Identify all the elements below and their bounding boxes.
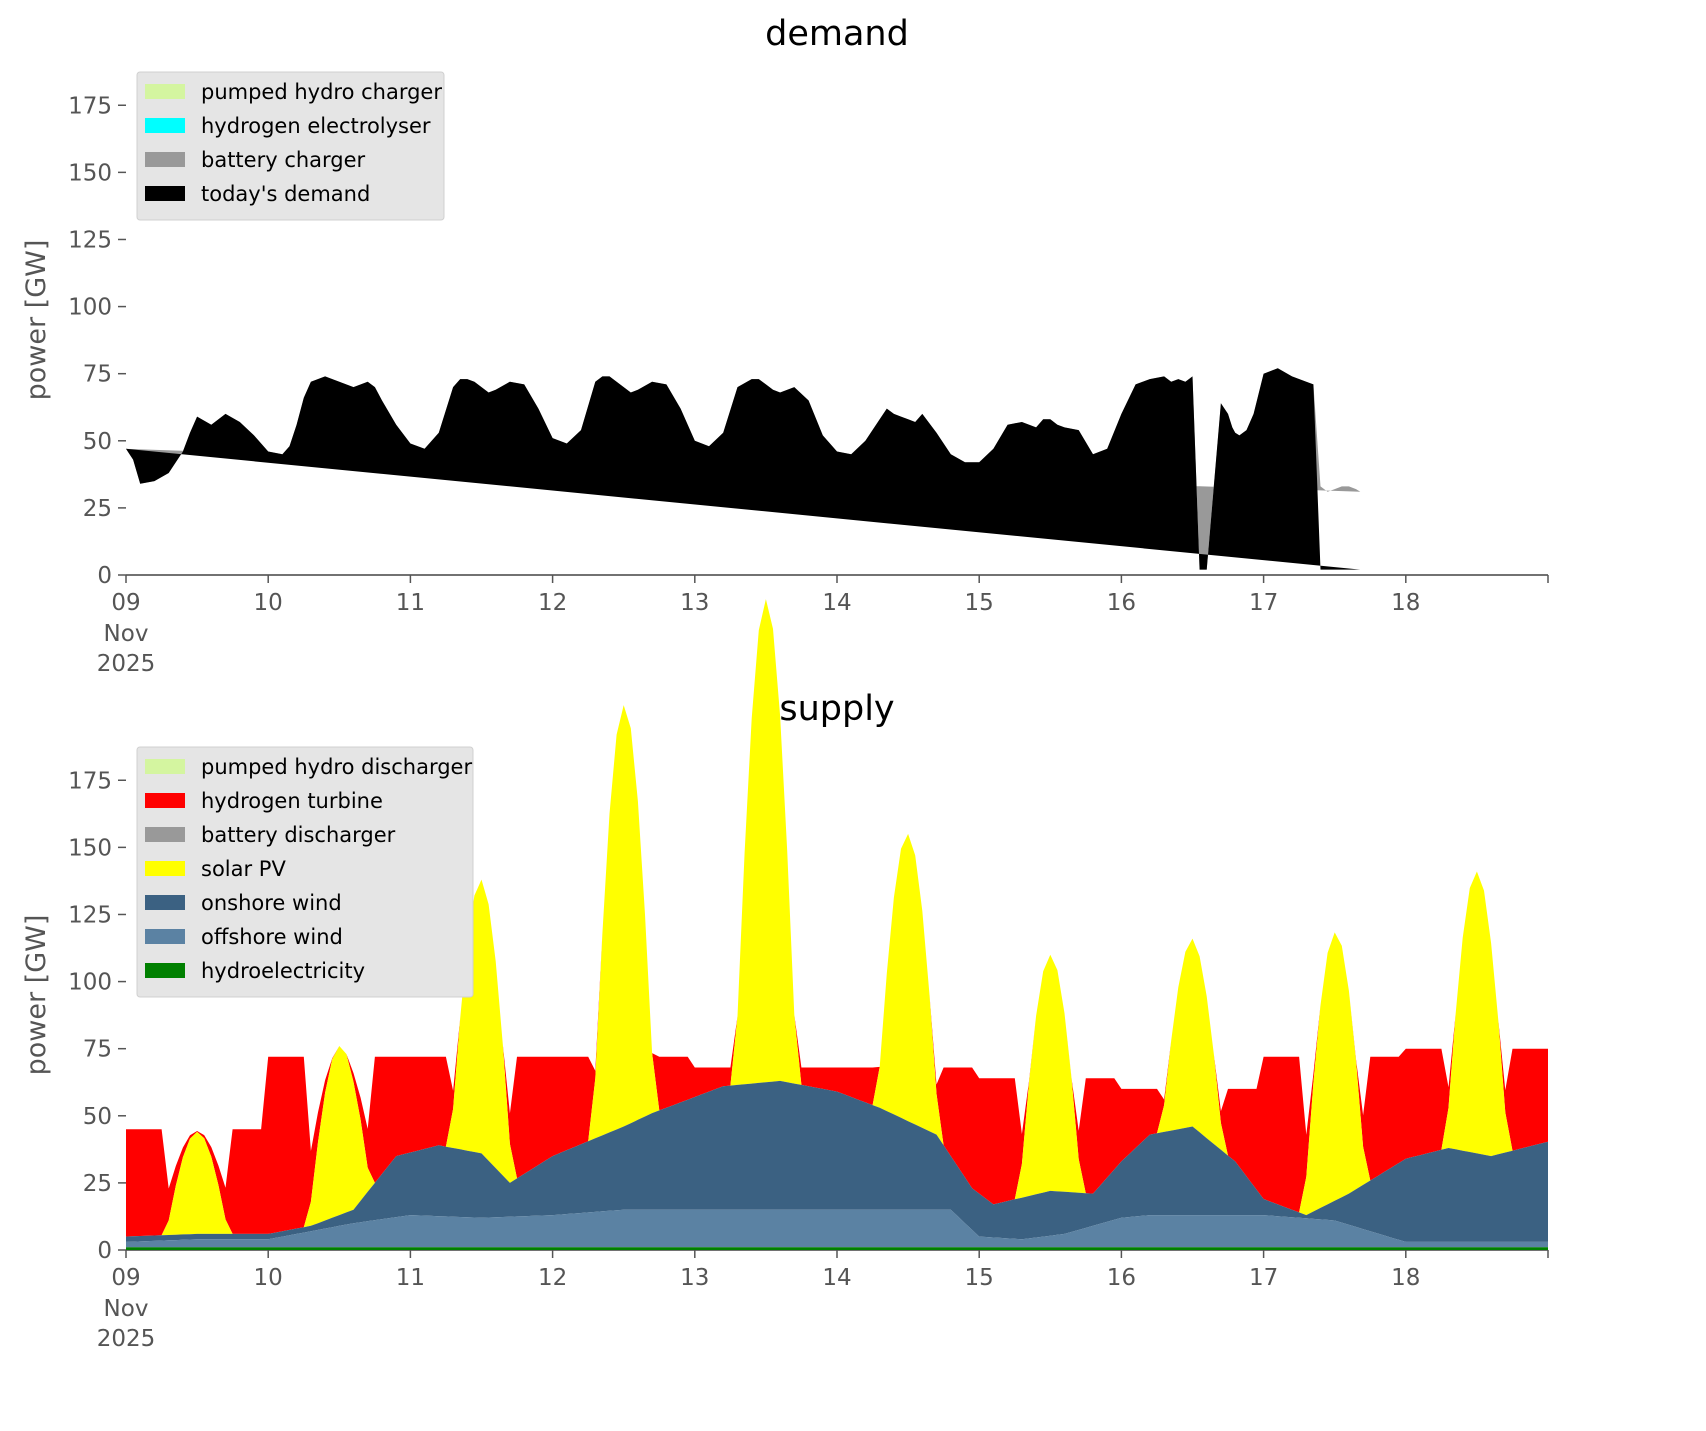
legend-swatch-battery-charger [145,152,185,167]
legend-swatch-today-s-demand [145,186,185,201]
x-tick-label: 15 [965,1265,994,1291]
legend-swatch-hydrogen-electrolyser [145,118,185,133]
chart-title: demand [765,14,909,54]
x-tick-label: 09 [111,1265,140,1291]
y-tick-label: 25 [83,1171,112,1197]
legend-label-hydroelectricity: hydroelectricity [201,959,365,983]
legend: pumped hydro charger hydrogen electrolyse… [136,71,445,221]
y-tick-label: 0 [97,563,112,589]
demand-chart: demand power [GW] 0 25 50 75 100 125 150 175 09 10 1… [21,14,1549,677]
area-todays-demand [126,368,1361,570]
x-tick-label: 12 [538,590,567,616]
x-tick-sublabel: Nov [104,621,149,647]
area-offshore-wind [126,1209,1548,1248]
area-onshore-wind [126,1080,1548,1242]
x-tick-sublabel: 2025 [97,651,156,677]
legend-swatch-hydroelectricity [145,963,185,978]
x-tick-label: 12 [538,1265,567,1291]
x-tick-label: 16 [1107,1265,1136,1291]
x-tick-label: 14 [822,590,851,616]
y-tick-label: 175 [68,93,112,119]
x-tick-label: 18 [1391,1265,1420,1291]
legend-swatch-pumped-hydro-charger [145,84,185,99]
legend-label-battery-charger: battery charger [201,148,366,172]
y-tick-label: 100 [68,295,112,321]
x-tick-label: 18 [1391,590,1420,616]
legend-box [136,746,474,998]
legend-label-solar-pv: solar PV [201,857,286,881]
x-tick-label: 17 [1249,590,1278,616]
y-tick-label: 75 [83,1037,112,1063]
legend-label-hydrogen-electrolyser: hydrogen electrolyser [201,114,431,138]
y-tick-label: 50 [83,429,112,455]
x-tick-label: 17 [1249,1265,1278,1291]
legend-swatch-solar-pv [145,861,185,876]
area-hydroelectricity [126,1247,1548,1250]
legend-label-hydrogen-turbine: hydrogen turbine [201,789,383,813]
y-tick-label: 125 [68,902,112,928]
y-tick-label: 0 [97,1238,112,1264]
legend: pumped hydro discharger hydrogen turbine b… [136,746,474,998]
legend-swatch-battery-discharger [145,827,185,842]
y-tick-label: 100 [68,970,112,996]
y-axis-label: power [GW] [21,915,52,1076]
legend-swatch-offshore-wind [145,929,185,944]
x-tick-label: 10 [254,590,283,616]
area-hydrogen-turbine [126,599,1548,1237]
x-tick-sublabel: Nov [104,1296,149,1322]
legend-label-pumped-hydro-discharger: pumped hydro discharger [201,755,472,779]
x-tick-label: 13 [680,590,709,616]
y-tick-label: 150 [68,835,112,861]
y-tick-label: 175 [68,768,112,794]
y-axis-label: power [GW] [21,240,52,401]
chart-title: supply [779,689,894,729]
y-tick-label: 50 [83,1104,112,1130]
x-tick-label: 10 [254,1265,283,1291]
x-tick-label: 09 [111,590,140,616]
x-tick-label: 14 [822,1265,851,1291]
supply-chart: supply power [GW] 0 25 50 75 100 125 150 175 09 10 1… [21,599,1549,1352]
area-solar-pv [126,599,1548,1237]
x-tick-label: 11 [396,590,425,616]
y-tick-label: 150 [68,160,112,186]
legend-swatch-onshore-wind [145,895,185,910]
legend-label-today-s-demand: today's demand [201,182,370,206]
x-tick-label: 15 [965,590,994,616]
y-tick-label: 25 [83,496,112,522]
legend-label-pumped-hydro-charger: pumped hydro charger [201,80,442,104]
legend-label-offshore-wind: offshore wind [201,925,343,949]
legend-label-onshore-wind: onshore wind [201,891,342,915]
legend-swatch-hydrogen-turbine [145,793,185,808]
x-tick-label: 11 [396,1265,425,1291]
y-tick-label: 125 [68,227,112,253]
x-tick-sublabel: 2025 [97,1326,156,1352]
legend-box [136,71,445,221]
legend-label-battery-discharger: battery discharger [201,823,396,847]
x-tick-label: 16 [1107,590,1136,616]
x-tick-label: 13 [680,1265,709,1291]
y-tick-label: 75 [83,362,112,388]
legend-swatch-pumped-hydro-discharger [145,759,185,774]
